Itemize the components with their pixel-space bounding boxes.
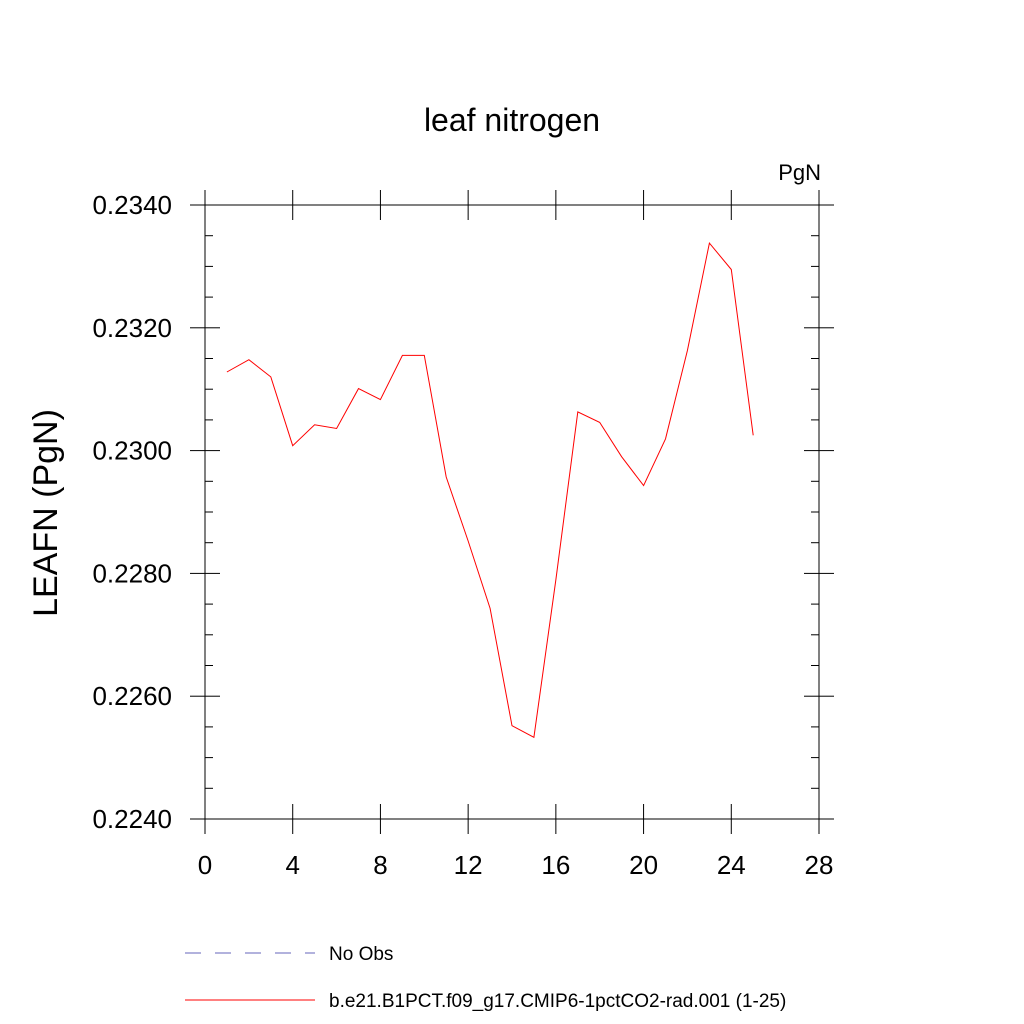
units-label: PgN bbox=[778, 160, 821, 185]
y-tick-label: 0.2240 bbox=[92, 804, 172, 834]
y-tick-label: 0.2260 bbox=[92, 681, 172, 711]
x-tick-label: 24 bbox=[717, 850, 746, 880]
y-tick-label: 0.2280 bbox=[92, 558, 172, 588]
legend-label: b.e21.B1PCT.f09_g17.CMIP6-1pctCO2-rad.00… bbox=[329, 991, 786, 1012]
x-tick-label: 0 bbox=[198, 850, 212, 880]
legend-label: No Obs bbox=[329, 944, 393, 965]
x-tick-label: 16 bbox=[541, 850, 570, 880]
series-line bbox=[226, 241, 754, 739]
legend: No Obs b.e21.B1PCT.f09_g17.CMIP6-1pctCO2-… bbox=[185, 944, 786, 1012]
y-tick-label: 0.2300 bbox=[92, 436, 172, 466]
plot-frame bbox=[204, 204, 820, 820]
axis-ticks: 0 4 8 12 16 20 24 28 0.2240 0.2260 0.2280 0.2300 0.2… bbox=[92, 190, 834, 880]
y-tick-label: 0.2340 bbox=[92, 190, 172, 220]
x-tick-label: 4 bbox=[285, 850, 299, 880]
chart-title: leaf nitrogen bbox=[424, 102, 600, 138]
y-axis-label: LEAFN (PgN) bbox=[27, 409, 65, 617]
x-tick-label: 12 bbox=[454, 850, 483, 880]
series-layer bbox=[226, 241, 754, 739]
x-tick-label: 8 bbox=[373, 850, 387, 880]
x-tick-label: 28 bbox=[805, 850, 834, 880]
y-tick-label: 0.2320 bbox=[92, 313, 172, 343]
x-tick-label: 20 bbox=[629, 850, 658, 880]
